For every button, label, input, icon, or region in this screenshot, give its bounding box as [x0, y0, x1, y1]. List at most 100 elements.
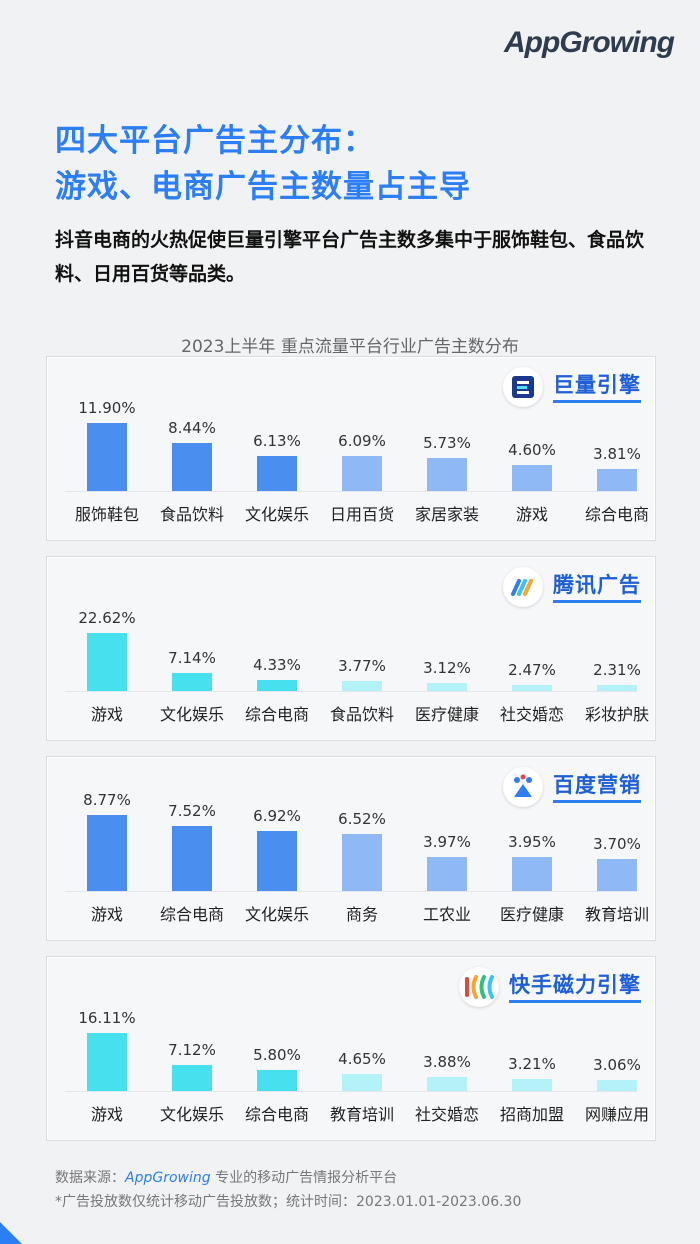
- corner-decoration: [0, 1222, 22, 1244]
- bar-group: 7.14% 文化娱乐: [150, 557, 234, 740]
- bar-group: 4.60% 游戏: [490, 357, 574, 540]
- bar-group: 2.31% 彩妆护肤: [575, 557, 659, 740]
- category-label: 综合电商: [244, 1105, 309, 1124]
- source-link[interactable]: AppGrowing: [125, 1170, 211, 1186]
- data-label: 6.09%: [338, 432, 386, 451]
- data-label: 3.06%: [593, 1055, 641, 1074]
- data-label: 2.47%: [508, 660, 556, 679]
- category-label: 教育培训: [329, 1105, 394, 1124]
- data-label: 3.95%: [508, 832, 556, 851]
- category-label: 家居家装: [414, 505, 479, 524]
- title-line-1: 四大平台广告主分布：: [55, 123, 375, 159]
- data-label: 2.31%: [593, 661, 641, 680]
- bar: [512, 856, 552, 891]
- bar-group: 8.77% 游戏: [65, 757, 149, 940]
- category-label: 综合电商: [244, 705, 309, 724]
- platform-name: 巨量引擎: [553, 372, 641, 403]
- source-label: 数据来源：: [55, 1170, 125, 1186]
- page-subtitle: 抖音电商的火热促使巨量引擎平台广告主数多集中于服饰鞋包、食品饮料、日用百货等品类…: [55, 229, 645, 285]
- data-label: 8.77%: [83, 791, 131, 809]
- bar: [257, 679, 297, 691]
- data-label: 3.77%: [338, 657, 386, 676]
- data-label: 6.52%: [338, 810, 386, 829]
- platform-name: 腾讯广告: [553, 572, 641, 603]
- bar-group: 3.06% 网赚应用: [575, 957, 659, 1140]
- category-label: 文化娱乐: [244, 505, 309, 524]
- bar-baseline: [65, 691, 637, 692]
- bar: [87, 815, 127, 891]
- chart-panel: 快手磁力引擎 16.11% 游戏 7.12% 文化娱乐 5.80% 综合电商 4.65% 教育培…: [46, 956, 656, 1141]
- bar-group: 7.12% 文化娱乐: [150, 957, 234, 1140]
- data-label: 5.73%: [423, 434, 471, 453]
- appgrowing-logo: AppGrowing: [504, 26, 675, 60]
- category-label: 综合电商: [584, 505, 649, 524]
- bar: [512, 1079, 552, 1091]
- platform-name: 快手磁力引擎: [509, 972, 641, 1003]
- category-label: 游戏: [90, 905, 123, 924]
- category-label: 综合电商: [159, 905, 224, 924]
- bar-group: 5.80% 综合电商: [235, 957, 319, 1140]
- platform-badge: 巨量引擎: [503, 367, 641, 407]
- platform-badge: 快手磁力引擎: [459, 967, 641, 1007]
- category-label: 工农业: [422, 905, 471, 924]
- bar: [597, 858, 637, 891]
- bar: [172, 672, 212, 691]
- bar: [427, 683, 467, 691]
- bar: [172, 1065, 212, 1091]
- category-label: 文化娱乐: [244, 905, 309, 924]
- data-label: 3.81%: [593, 445, 641, 464]
- bar-group: 6.92% 文化娱乐: [235, 757, 319, 940]
- category-label: 服饰鞋包: [74, 505, 139, 524]
- platform-badge: 腾讯广告: [503, 567, 641, 607]
- category-label: 招商加盟: [499, 1105, 564, 1124]
- bar-baseline: [65, 491, 637, 492]
- chart-panel: 腾讯广告 22.62% 游戏 7.14% 文化娱乐 4.33% 综合电商 3.77% 食品饮料 3…: [46, 556, 656, 741]
- data-label: 16.11%: [78, 1009, 136, 1027]
- bar: [342, 681, 382, 691]
- data-label: 4.33%: [253, 655, 301, 674]
- title-line-2: 游戏、电商广告主数量占主导: [55, 169, 471, 205]
- bar: [87, 633, 127, 691]
- footnote: *广告投放数仅统计移动广告投放数；统计时间：2023.01.01-2023.06…: [55, 1194, 522, 1210]
- bar: [172, 825, 212, 891]
- bar: [597, 685, 637, 691]
- baidu-marketing-icon: [503, 767, 543, 807]
- category-label: 商务: [345, 905, 378, 924]
- data-label: 3.21%: [508, 1055, 556, 1074]
- bar: [87, 423, 127, 491]
- bar: [597, 469, 637, 491]
- category-label: 社交婚恋: [499, 705, 564, 724]
- chart-panel: 巨量引擎 11.90% 服饰鞋包 8.44% 食品饮料 6.13% 文化娱乐 6.09% 日用百…: [46, 356, 656, 541]
- bar-group: 3.88% 社交婚恋: [405, 957, 489, 1140]
- data-label: 3.12%: [423, 659, 471, 677]
- category-label: 游戏: [515, 505, 548, 524]
- bar-group: 3.21% 招商加盟: [490, 957, 574, 1140]
- category-label: 医疗健康: [414, 705, 479, 724]
- bar: [512, 464, 552, 491]
- data-label: 3.70%: [593, 834, 641, 853]
- bar-group: 4.33% 综合电商: [235, 557, 319, 740]
- kuaishou-magnetic-icon: [459, 967, 499, 1007]
- source-line: 数据来源：AppGrowing 专业的移动广告情报分析平台: [55, 1166, 521, 1190]
- bar-group: 7.52% 综合电商: [150, 757, 234, 940]
- bar: [597, 1079, 637, 1091]
- category-label: 游戏: [90, 705, 123, 724]
- bar: [342, 1074, 382, 1091]
- category-label: 教育培训: [584, 905, 649, 924]
- category-label: 医疗健康: [499, 905, 564, 924]
- bar: [512, 684, 552, 691]
- platform-badge: 百度营销: [503, 767, 641, 807]
- data-label: 6.92%: [253, 807, 301, 826]
- logo-text: AppGrowing: [504, 26, 675, 59]
- category-label: 游戏: [90, 1105, 123, 1124]
- data-label: 4.65%: [338, 1050, 386, 1069]
- bar: [257, 455, 297, 491]
- bar: [427, 856, 467, 891]
- bar: [257, 831, 297, 891]
- category-label: 食品饮料: [159, 505, 224, 524]
- bar-group: 22.62% 游戏: [65, 557, 149, 740]
- chart-panel: 百度营销 8.77% 游戏 7.52% 综合电商 6.92% 文化娱乐 6.52% 商务 3.97…: [46, 756, 656, 941]
- bar-group: 8.44% 食品饮料: [150, 357, 234, 540]
- data-label: 7.52%: [168, 801, 216, 820]
- bar-baseline: [65, 891, 637, 892]
